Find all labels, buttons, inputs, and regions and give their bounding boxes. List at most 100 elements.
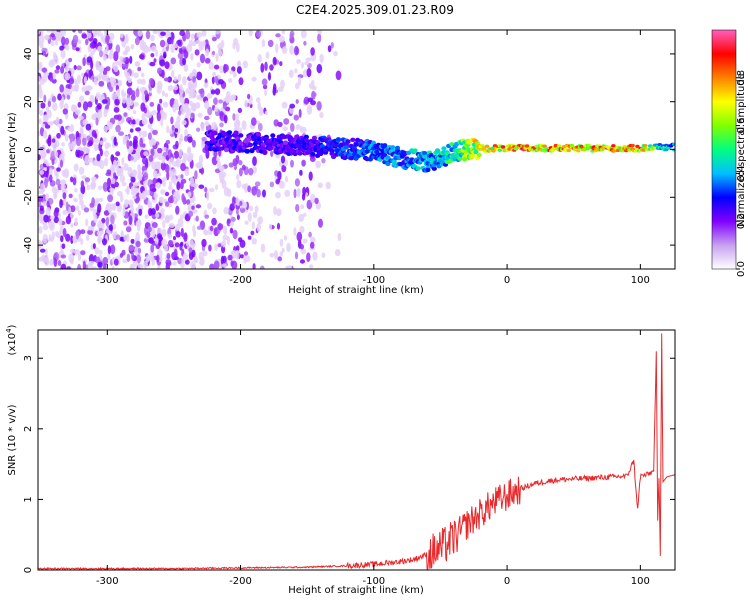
noise-speckle (123, 234, 129, 242)
noise-speckle (159, 39, 166, 48)
noise-speckle (156, 80, 163, 90)
noise-speckle (57, 93, 62, 101)
noise-speckle (159, 59, 166, 67)
noise-speckle (196, 94, 202, 100)
noise-speckle (152, 170, 158, 178)
noise-speckle (191, 139, 196, 148)
noise-speckle (247, 235, 252, 240)
noise-speckle (269, 253, 275, 258)
noise-speckle (162, 101, 169, 108)
noise-speckle (123, 92, 127, 97)
colorbar: 0.0 0.2 0.4 0.6 0.8 Normalized spectral ampl… (711, 29, 747, 277)
noise-speckle (310, 47, 315, 56)
signal-cell (385, 161, 391, 167)
noise-speckle (216, 157, 220, 162)
noise-speckle (41, 75, 48, 83)
signal-cell (249, 148, 255, 154)
noise-speckle (114, 98, 120, 106)
noise-speckle (167, 149, 172, 159)
noise-speckle (198, 251, 204, 261)
signal-cell (635, 144, 640, 148)
noise-speckle (157, 147, 163, 154)
noise-speckle (137, 247, 142, 254)
noise-speckle (160, 31, 166, 37)
noise-speckle (204, 115, 210, 121)
noise-speckle (52, 102, 58, 111)
noise-speckle (39, 205, 44, 211)
noise-speckle (97, 261, 103, 268)
noise-speckle (114, 61, 121, 66)
noise-speckle (305, 57, 312, 62)
noise-speckle (110, 214, 115, 225)
y-tick-label: 1 (23, 496, 34, 502)
noise-speckle (147, 124, 152, 129)
noise-speckle (302, 186, 306, 196)
noise-speckle (133, 213, 138, 219)
noise-speckle (139, 42, 145, 51)
noise-speckle (195, 102, 201, 109)
noise-speckle (182, 76, 187, 86)
noise-speckle (61, 36, 66, 46)
noise-speckle (80, 238, 84, 245)
noise-speckle (143, 172, 149, 181)
noise-speckle (239, 254, 245, 259)
noise-speckle (44, 171, 48, 178)
noise-speckle (73, 163, 79, 172)
noise-speckle (142, 157, 148, 165)
noise-speckle (171, 70, 175, 78)
noise-speckle (121, 63, 127, 68)
noise-speckle (173, 150, 179, 159)
noise-speckle (39, 42, 44, 49)
noise-speckle (113, 258, 119, 266)
noise-speckle (222, 101, 227, 110)
noise-speckle (113, 172, 117, 179)
heatmap-signal-track (204, 129, 675, 173)
noise-speckle (131, 119, 136, 124)
noise-speckle (141, 78, 146, 86)
noise-speckle (275, 43, 279, 54)
signal-cell (353, 142, 359, 147)
noise-speckle (218, 172, 222, 178)
signal-cell (297, 151, 303, 156)
noise-speckle (105, 216, 110, 227)
noise-speckle (75, 109, 81, 116)
noise-speckle (92, 38, 98, 44)
signal-cell (223, 147, 229, 153)
noise-speckle (103, 263, 107, 269)
signal-cell (556, 144, 562, 148)
noise-speckle (171, 124, 175, 131)
noise-speckle (97, 203, 102, 214)
noise-speckle (85, 38, 89, 46)
noise-speckle (273, 206, 277, 216)
noise-speckle (112, 223, 116, 230)
noise-speckle (290, 159, 294, 168)
noise-speckle (314, 197, 319, 205)
heatmap-y-label: Frequency (Hz) (7, 112, 18, 188)
signal-cell (500, 145, 506, 149)
noise-speckle (261, 78, 268, 86)
noise-speckle (49, 77, 53, 82)
noise-speckle (98, 249, 103, 255)
noise-speckle (330, 42, 334, 49)
noise-speckle (135, 240, 141, 248)
signal-cell (497, 148, 503, 152)
noise-speckle (312, 251, 318, 261)
noise-speckle (283, 118, 290, 125)
noise-speckle (86, 31, 92, 39)
noise-speckle (120, 33, 124, 38)
noise-speckle (205, 48, 210, 57)
noise-speckle (166, 125, 170, 134)
noise-speckle (312, 92, 317, 97)
noise-speckle (101, 74, 108, 82)
noise-speckle (125, 97, 132, 107)
noise-speckle (164, 164, 170, 173)
noise-speckle (48, 167, 53, 177)
noise-speckle (186, 44, 193, 53)
noise-speckle (204, 186, 208, 193)
noise-speckle (195, 215, 199, 222)
noise-speckle (77, 253, 82, 261)
noise-speckle (211, 76, 215, 85)
noise-speckle (72, 177, 77, 186)
signal-cell (343, 145, 349, 150)
noise-speckle (120, 166, 124, 172)
